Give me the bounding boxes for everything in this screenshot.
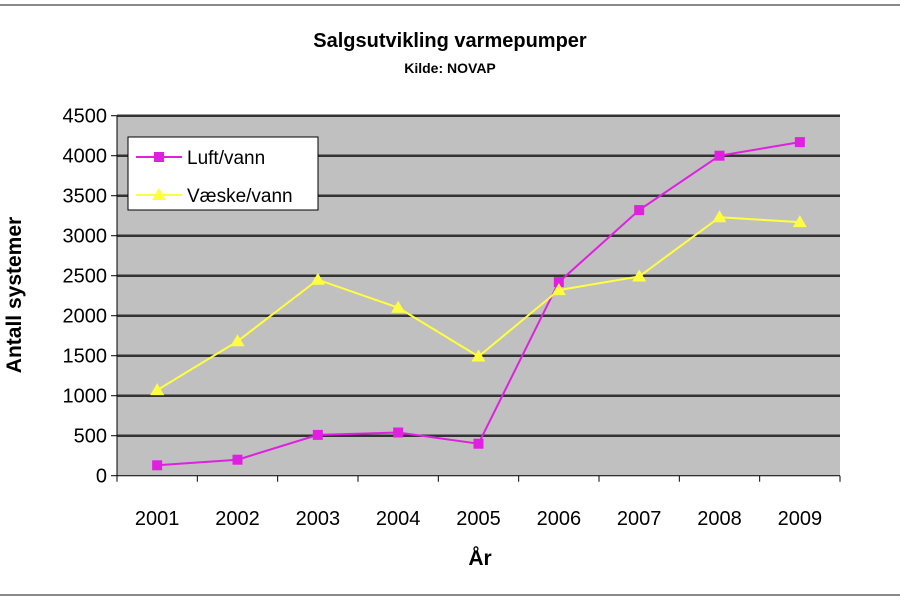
data-point — [712, 210, 727, 223]
chart-subtitle: Kilde: NOVAP — [404, 60, 496, 76]
x-tick-label: 2006 — [537, 508, 582, 530]
data-point — [230, 334, 245, 347]
y-tick-label: 1500 — [63, 346, 108, 368]
legend-label: Væske/vann — [187, 186, 293, 207]
y-tick-label: 2500 — [63, 266, 108, 288]
y-tick-label: 1000 — [63, 386, 108, 408]
data-point — [634, 205, 645, 216]
x-tick-label: 2005 — [456, 508, 501, 530]
x-tick-label: 2007 — [617, 508, 662, 530]
y-tick-label: 4000 — [63, 146, 108, 168]
frame-bottom-border — [0, 594, 900, 596]
data-point — [714, 150, 725, 161]
data-point — [632, 269, 647, 282]
data-point — [792, 215, 807, 228]
x-axis-label: År — [468, 546, 491, 570]
x-tick-label: 2002 — [215, 508, 260, 530]
data-point — [310, 272, 325, 285]
data-point — [391, 300, 406, 313]
data-point — [794, 137, 805, 148]
y-tick-label: 500 — [74, 426, 107, 448]
data-point — [551, 283, 566, 296]
legend-marker — [154, 152, 164, 162]
chart-title: Salgsutvikling varmepumper — [313, 30, 587, 52]
data-point — [473, 438, 484, 449]
data-point — [393, 427, 404, 438]
y-tick-label: 2000 — [63, 306, 108, 328]
data-point — [152, 460, 163, 471]
y-tick-label: 3500 — [63, 186, 108, 208]
data-point — [232, 454, 243, 465]
legend-marker — [152, 188, 166, 200]
y-tick-label: 0 — [96, 466, 107, 488]
legend-label: Luft/vann — [187, 148, 265, 169]
x-tick-label: 2009 — [778, 508, 823, 530]
x-tick-label: 2008 — [697, 508, 742, 530]
x-tick-label: 2003 — [296, 508, 341, 530]
x-tick-label: 2001 — [135, 508, 180, 530]
y-tick-label: 3000 — [63, 226, 108, 248]
data-point — [471, 349, 486, 362]
data-point — [553, 277, 564, 288]
frame-top-border — [0, 4, 900, 6]
data-point — [312, 429, 323, 440]
y-tick-label: 4500 — [63, 106, 108, 128]
x-tick-label: 2004 — [376, 508, 421, 530]
y-axis-label: Antall systemer — [3, 217, 26, 373]
data-point — [150, 383, 165, 396]
